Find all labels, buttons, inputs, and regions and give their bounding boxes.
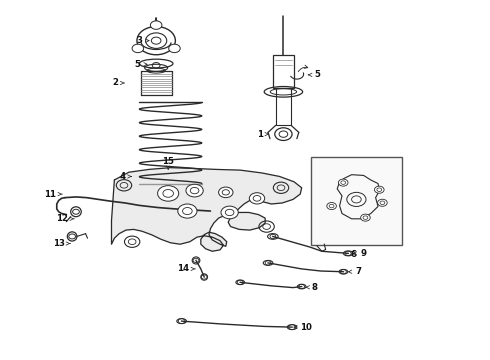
Text: 6: 6 bbox=[350, 249, 357, 258]
Circle shape bbox=[178, 204, 197, 218]
Text: 1: 1 bbox=[257, 130, 269, 139]
Circle shape bbox=[249, 193, 265, 204]
Text: 15: 15 bbox=[162, 157, 174, 169]
Circle shape bbox=[132, 44, 144, 53]
Circle shape bbox=[378, 199, 387, 206]
Circle shape bbox=[339, 179, 348, 186]
Circle shape bbox=[186, 184, 203, 197]
Text: 3: 3 bbox=[136, 36, 149, 45]
Text: 10: 10 bbox=[294, 323, 313, 332]
Text: 2: 2 bbox=[112, 78, 124, 87]
Text: 9: 9 bbox=[353, 249, 366, 258]
Bar bbox=[276, 88, 291, 125]
Circle shape bbox=[361, 214, 370, 221]
Circle shape bbox=[150, 21, 162, 30]
Text: 14: 14 bbox=[177, 264, 195, 273]
Text: 5: 5 bbox=[308, 70, 320, 79]
Circle shape bbox=[169, 44, 180, 53]
Circle shape bbox=[374, 186, 384, 193]
Text: 13: 13 bbox=[53, 239, 70, 248]
Text: 12: 12 bbox=[56, 214, 74, 223]
Bar bbox=[311, 157, 401, 245]
Circle shape bbox=[158, 186, 179, 201]
Text: 4: 4 bbox=[120, 172, 131, 181]
Polygon shape bbox=[112, 168, 302, 251]
Text: 5: 5 bbox=[134, 60, 147, 69]
Circle shape bbox=[327, 203, 337, 210]
Circle shape bbox=[219, 187, 233, 198]
Text: 11: 11 bbox=[45, 190, 62, 199]
Text: 8: 8 bbox=[306, 283, 318, 292]
Text: 7: 7 bbox=[348, 267, 362, 276]
Circle shape bbox=[221, 206, 238, 219]
